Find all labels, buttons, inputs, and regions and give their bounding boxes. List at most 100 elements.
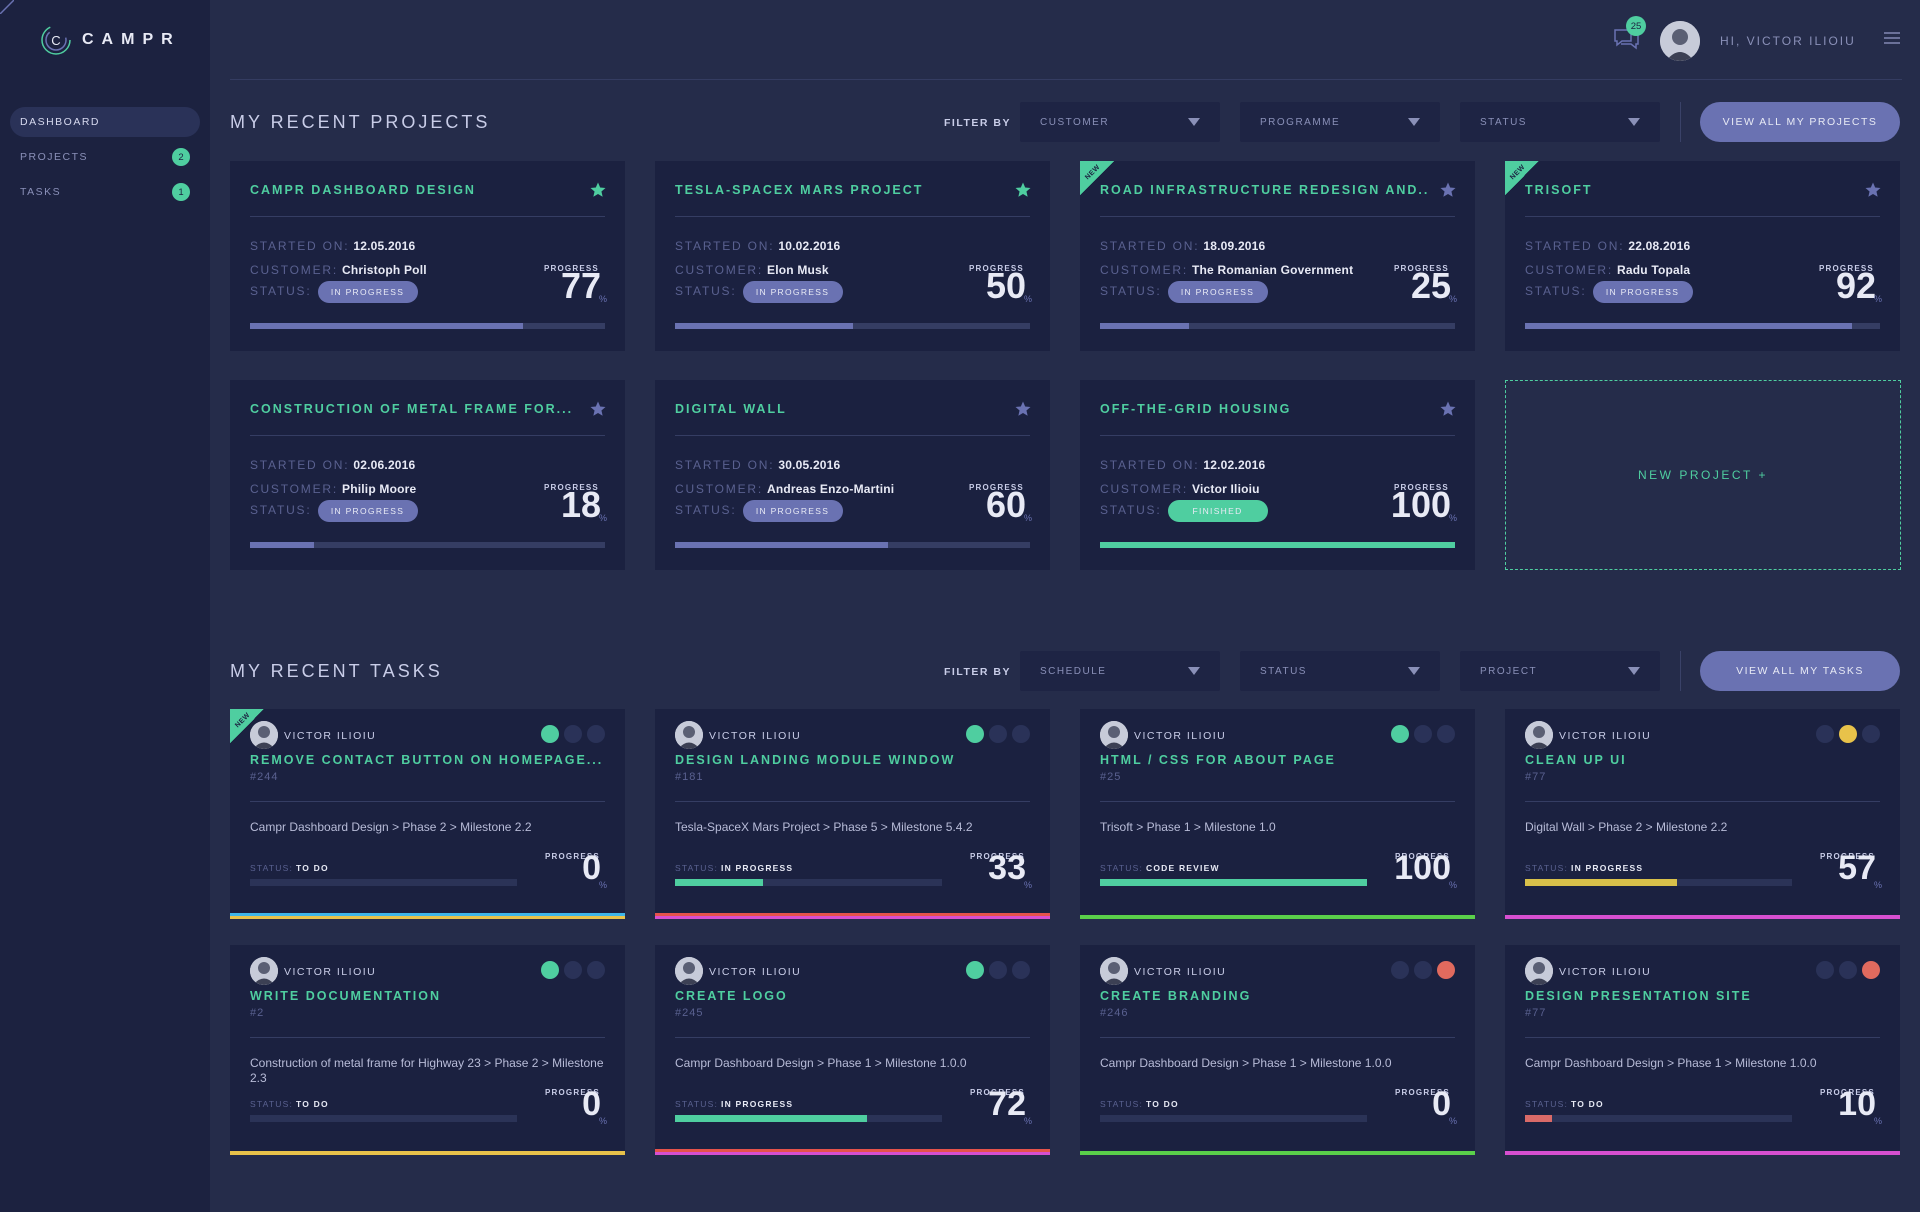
priority-dot[interactable] [1437,961,1455,979]
task-title[interactable]: HTML / CSS FOR ABOUT PAGE [1100,753,1336,767]
project-title[interactable]: TESLA-SPACEX MARS PROJECT [675,183,924,197]
priority-dot[interactable] [966,961,984,979]
sidebar-item-dashboard[interactable]: DASHBOARD [10,107,200,137]
priority-dot[interactable] [1391,961,1409,979]
priority-dot[interactable] [587,725,605,743]
view-all-projects-button[interactable]: VIEW ALL MY PROJECTS [1700,102,1900,142]
programme-filter-select[interactable]: PROGRAMME [1240,102,1440,142]
priority-dot[interactable] [1839,961,1857,979]
project-card[interactable]: DIGITAL WALL STARTED ON: 30.05.2016 CUSTOME… [655,380,1050,570]
user-avatar[interactable] [1660,21,1700,61]
status-badge: IN PROGRESS [317,500,418,522]
project-card[interactable]: NEW ROAD INFRASTRUCTURE REDESIGN AND... ST… [1080,161,1475,351]
progress-bar [250,323,605,329]
priority-dots[interactable] [1811,961,1880,979]
project-title[interactable]: CONSTRUCTION OF METAL FRAME FOR... [250,402,574,416]
priority-dots[interactable] [961,725,1030,743]
priority-dot[interactable] [541,961,559,979]
priority-dot[interactable] [1862,961,1880,979]
progress-bar [675,323,1030,329]
priority-dot[interactable] [1414,725,1432,743]
project-card[interactable]: OFF-THE-GRID HOUSING STARTED ON: 12.02.201… [1080,380,1475,570]
task-title[interactable]: CREATE BRANDING [1100,989,1252,1003]
priority-dot[interactable] [587,961,605,979]
user-greeting[interactable]: HI, VICTOR ILIOIU [1720,34,1856,48]
task-status: STATUS: CODE REVIEW [1100,863,1220,873]
task-title[interactable]: DESIGN LANDING MODULE WINDOW [675,753,956,767]
view-all-tasks-button[interactable]: VIEW ALL MY TASKS [1700,651,1900,691]
task-title[interactable]: CLEAN UP UI [1525,753,1627,767]
progress-label: PROGRESS [1819,264,1874,273]
priority-dot[interactable] [564,725,582,743]
priority-dots[interactable] [961,961,1030,979]
task-card[interactable]: NEW VICTOR ILIOIU REMOVE CONTACT BUTTON ON… [230,709,625,919]
task-card[interactable]: VICTOR ILIOIU CREATE LOGO #245 Campr Dashbo… [655,945,1050,1155]
priority-dot[interactable] [541,725,559,743]
star-icon[interactable] [1014,400,1032,418]
priority-dot[interactable] [1437,725,1455,743]
project-title[interactable]: CAMPR DASHBOARD DESIGN [250,183,476,197]
project-title[interactable]: TRISOFT [1525,183,1593,197]
new-project-button[interactable]: NEW PROJECT + [1505,380,1901,570]
started-on-label: STARTED ON: [1525,239,1625,253]
priority-dot[interactable] [564,961,582,979]
hamburger-menu-icon[interactable] [1884,32,1900,46]
star-icon[interactable] [589,181,607,199]
priority-dot[interactable] [1816,725,1834,743]
project-title[interactable]: ROAD INFRASTRUCTURE REDESIGN AND... [1100,183,1430,197]
priority-dot[interactable] [1012,725,1030,743]
progress-value: 60 [985,484,1026,525]
task-card[interactable]: VICTOR ILIOIU DESIGN PRESENTATION SITE #77… [1505,945,1900,1155]
project-title[interactable]: DIGITAL WALL [675,402,787,416]
task-card[interactable]: VICTOR ILIOIU WRITE DOCUMENTATION #2 Constr… [230,945,625,1155]
star-icon[interactable] [1439,400,1457,418]
status-filter-select[interactable]: STATUS [1460,102,1660,142]
priority-dot[interactable] [989,961,1007,979]
sidebar-item-projects[interactable]: PROJECTS 2 [10,142,200,172]
priority-dots[interactable] [536,961,605,979]
priority-dot[interactable] [1862,725,1880,743]
task-card[interactable]: VICTOR ILIOIU CLEAN UP UI #77 Digital Wall … [1505,709,1900,919]
progress-bar [1525,1115,1792,1122]
progress-label: PROGRESS [545,1088,600,1097]
task-card[interactable]: VICTOR ILIOIU DESIGN LANDING MODULE WINDO… [655,709,1050,919]
priority-dot[interactable] [1012,961,1030,979]
customer-filter-select[interactable]: CUSTOMER [1020,102,1220,142]
collapse-corner-icon[interactable] [0,0,14,14]
status-value: IN PROGRESS [1571,863,1644,873]
star-icon[interactable] [1864,181,1882,199]
priority-dot[interactable] [989,725,1007,743]
task-title[interactable]: CREATE LOGO [675,989,788,1003]
task-title[interactable]: DESIGN PRESENTATION SITE [1525,989,1752,1003]
task-title[interactable]: WRITE DOCUMENTATION [250,989,441,1003]
project-card[interactable]: CONSTRUCTION OF METAL FRAME FOR... STARTE… [230,380,625,570]
task-card[interactable]: VICTOR ILIOIU HTML / CSS FOR ABOUT PAGE #2… [1080,709,1475,919]
priority-dots[interactable] [1811,725,1880,743]
priority-dots[interactable] [1386,725,1455,743]
priority-dot[interactable] [1816,961,1834,979]
priority-dots[interactable] [536,725,605,743]
project-card[interactable]: TESLA-SPACEX MARS PROJECT STARTED ON: 10.0… [655,161,1050,351]
task-card[interactable]: VICTOR ILIOIU CREATE BRANDING #246 Campr Da… [1080,945,1475,1155]
star-icon[interactable] [1014,181,1032,199]
priority-dots[interactable] [1386,961,1455,979]
priority-dot[interactable] [1414,961,1432,979]
task-title[interactable]: REMOVE CONTACT BUTTON ON HOMEPAGE... [250,753,604,767]
priority-dot[interactable] [1391,725,1409,743]
project-filter-select[interactable]: PROJECT [1460,651,1660,691]
star-icon[interactable] [1439,181,1457,199]
priority-dot[interactable] [966,725,984,743]
schedule-filter-select[interactable]: SCHEDULE [1020,651,1220,691]
project-title[interactable]: OFF-THE-GRID HOUSING [1100,402,1292,416]
star-icon[interactable] [589,400,607,418]
task-breadcrumb: Campr Dashboard Design > Phase 1 > Miles… [675,1056,967,1070]
task-id: #246 [1100,1007,1129,1019]
project-card[interactable]: CAMPR DASHBOARD DESIGN STARTED ON: 12.05.2… [230,161,625,351]
sidebar: C CAMPR DASHBOARD PROJECTS 2 TASKS 1 [0,0,210,1212]
priority-dot[interactable] [1839,725,1857,743]
project-card[interactable]: NEW TRISOFT STARTED ON: 22.08.2016 CUSTOMER:… [1505,161,1900,351]
sidebar-item-tasks[interactable]: TASKS 1 [10,177,200,207]
status-label: STATUS: [1525,284,1587,299]
task-status-filter-select[interactable]: STATUS [1240,651,1440,691]
logo[interactable]: C CAMPR [40,24,181,56]
